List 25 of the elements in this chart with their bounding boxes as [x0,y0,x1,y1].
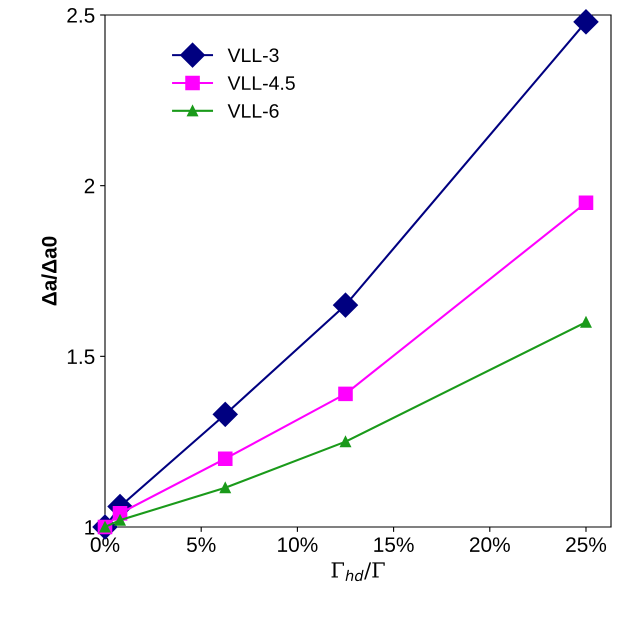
x-tick-label: 10% [278,537,318,552]
x-tick-label: 15% [374,537,414,552]
point [578,195,594,210]
point [338,386,353,402]
x-tick-label: 20% [470,537,510,552]
x-tick-label: 0% [90,537,120,552]
y-tick-label: 2.5 [67,8,94,23]
legend-label: VLL-6 [228,104,279,118]
point [574,9,598,34]
point [580,316,592,328]
y-axis-title: Δa/Δa0 [41,236,57,306]
y-tick-label: 2 [84,178,94,194]
x-axis-title: Γ$_{hd}$/Γ [332,562,385,582]
y-tick-label: 1 [85,520,94,535]
x-tick-label: 5% [186,537,216,552]
y-tick-label: 1.5 [68,350,94,364]
legend-label: VLL-3 [228,48,279,62]
point [340,436,352,448]
legend-label: VLL-4.5 [228,76,295,90]
x-tick-label: 25% [566,537,606,552]
point [218,451,233,466]
point [333,292,358,318]
point [114,514,126,526]
point [212,402,238,427]
point [220,482,231,494]
